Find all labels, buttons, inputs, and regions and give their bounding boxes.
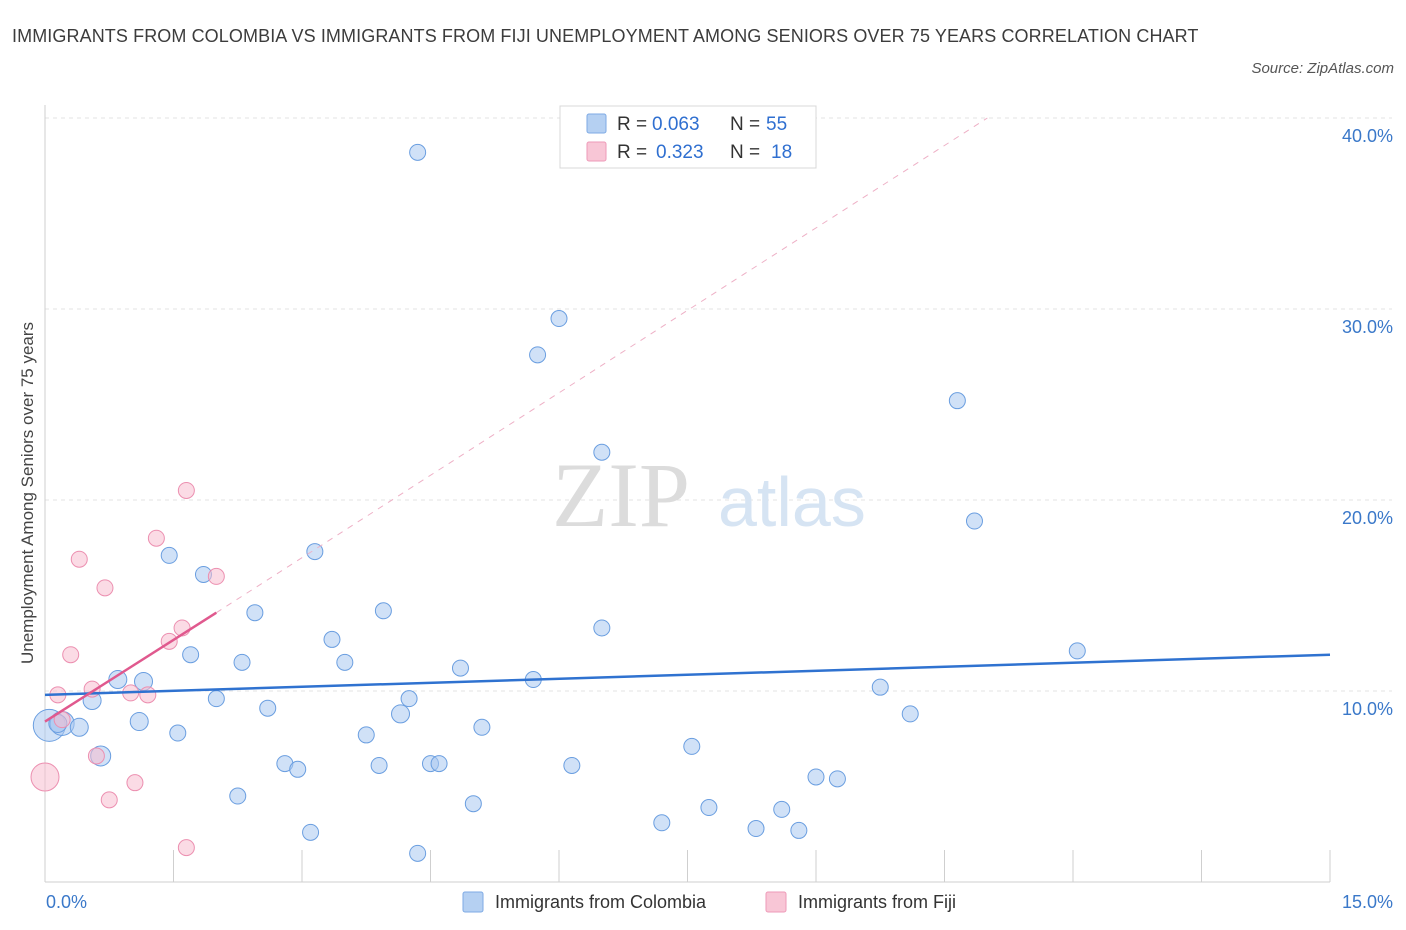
point-fiji (62, 646, 80, 664)
legend-r-value-colombia: 0.063 (652, 114, 700, 135)
point-colombia (773, 800, 791, 818)
legend-n-label-fiji: N = (730, 142, 760, 163)
point-fiji (177, 839, 195, 857)
point-colombia (323, 630, 341, 648)
point-colombia (563, 756, 581, 774)
point-colombia (306, 543, 324, 561)
series-legend-label-fiji: Immigrants from Fiji (798, 892, 956, 912)
point-colombia (430, 755, 448, 773)
point-fiji (96, 579, 114, 597)
legend-r-value-fiji: 0.323 (656, 142, 704, 163)
point-colombia (871, 678, 889, 696)
point-colombia (182, 646, 200, 664)
data-points (30, 143, 1086, 862)
point-colombia (259, 699, 277, 717)
series-legend: Immigrants from Colombia Immigrants from… (462, 891, 956, 913)
point-colombia (593, 443, 611, 461)
point-colombia (129, 712, 149, 732)
point-colombia (828, 770, 846, 788)
legend-r-label-fiji: R = (617, 142, 647, 163)
grid-lines (45, 117, 1392, 692)
trend-lines (44, 117, 1331, 723)
point-colombia (289, 760, 307, 778)
point-colombia (400, 690, 418, 708)
legend-n-value-colombia: 55 (766, 114, 787, 135)
y-tick-label-20: 20.0% (1342, 508, 1393, 528)
series-legend-label-colombia: Immigrants from Colombia (495, 892, 707, 912)
point-colombia (747, 820, 765, 838)
point-colombia (246, 604, 264, 622)
point-colombia (473, 718, 491, 736)
point-colombia (653, 814, 671, 832)
point-colombia (464, 795, 482, 813)
point-colombia (336, 653, 354, 671)
legend-n-label-colombia: N = (730, 114, 760, 135)
point-fiji (139, 686, 157, 704)
point-fiji (70, 550, 88, 568)
watermark: ZIP atlas (552, 444, 866, 546)
point-colombia (683, 737, 701, 755)
series-legend-swatch-fiji (765, 891, 787, 913)
y-tick-label-40: 40.0% (1342, 126, 1393, 146)
point-fiji (87, 747, 105, 765)
point-colombia (593, 619, 611, 637)
x-tick-label-min: 0.0% (46, 892, 87, 912)
point-colombia (160, 546, 178, 564)
y-tick-label-10: 10.0% (1342, 699, 1393, 719)
chart-source: Source: ZipAtlas.com (1251, 60, 1394, 77)
y-tick-label-30: 30.0% (1342, 317, 1393, 337)
point-colombia (807, 768, 825, 786)
point-colombia (901, 705, 919, 723)
point-colombia (948, 392, 966, 410)
trend-line-fiji (44, 611, 218, 723)
point-colombia (169, 724, 187, 742)
trend-line-colombia (44, 653, 1331, 697)
y-tick-labels: 10.0% 20.0% 30.0% 40.0% (1342, 126, 1393, 719)
point-colombia (790, 821, 808, 839)
chart-title: IMMIGRANTS FROM COLOMBIA VS IMMIGRANTS F… (12, 26, 1199, 46)
point-colombia (451, 659, 469, 677)
point-fiji (30, 762, 60, 792)
series-legend-swatch-colombia (462, 891, 484, 913)
point-colombia (409, 844, 427, 862)
point-colombia (374, 602, 392, 620)
point-colombia (233, 653, 251, 671)
point-fiji (207, 567, 225, 585)
point-colombia (1068, 642, 1086, 660)
point-colombia (302, 823, 320, 841)
legend-swatch-colombia (586, 113, 607, 134)
watermark-zip: ZIP (552, 444, 690, 546)
point-colombia (69, 717, 89, 737)
watermark-atlas: atlas (718, 463, 866, 541)
point-colombia (700, 799, 718, 817)
point-fiji (147, 529, 165, 547)
legend-n-value-fiji: 18 (771, 142, 792, 163)
legend-swatch-fiji (586, 141, 607, 162)
point-fiji (126, 774, 144, 792)
axes (44, 105, 1331, 883)
point-colombia (357, 726, 375, 744)
x-tick-label-max: 15.0% (1342, 892, 1393, 912)
point-colombia (409, 143, 427, 161)
point-colombia (229, 787, 247, 805)
point-colombia (550, 310, 568, 328)
point-colombia (207, 690, 225, 708)
point-colombia (370, 756, 388, 774)
trend-extension-fiji (216, 117, 988, 614)
legend-r-label-colombia: R = (617, 114, 647, 135)
point-fiji (100, 791, 118, 809)
point-fiji (177, 481, 195, 499)
correlation-legend: R = 0.063 N = 55 R = 0.323 N = 18 (559, 105, 817, 169)
point-colombia (529, 346, 547, 364)
point-colombia (965, 512, 983, 530)
x-tick-labels: 0.0% 15.0% (46, 892, 1393, 912)
point-colombia (391, 704, 411, 724)
